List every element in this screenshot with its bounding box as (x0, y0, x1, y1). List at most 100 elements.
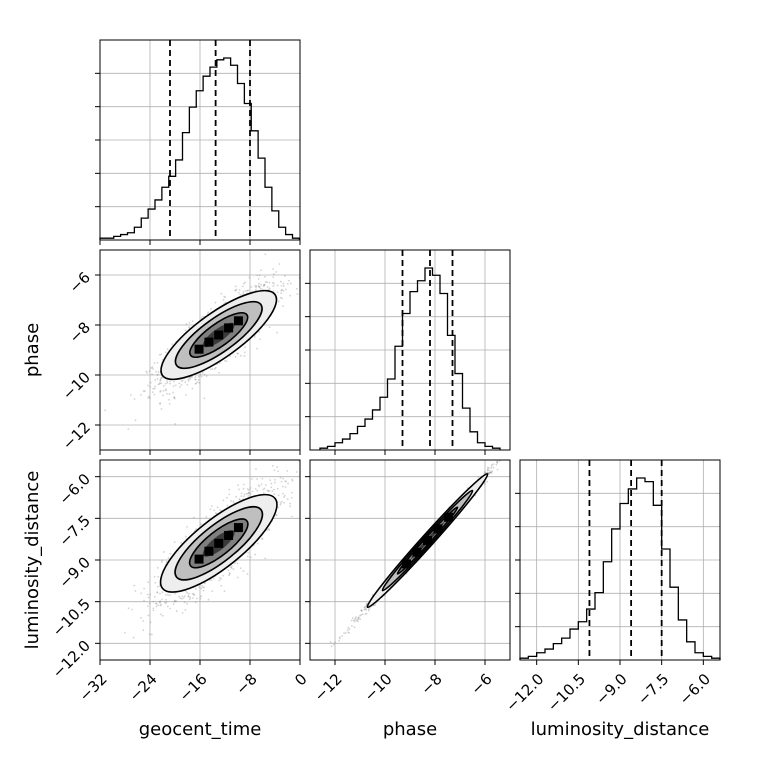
density-core-cell (204, 337, 214, 347)
sample-point (242, 293, 244, 295)
sample-point (165, 593, 167, 596)
sample-point (161, 559, 163, 562)
sample-point (264, 253, 267, 256)
sample-point (195, 597, 198, 600)
sample-point (191, 376, 193, 378)
sample-point (279, 296, 282, 299)
sample-point (240, 492, 243, 495)
sample-point (244, 289, 247, 292)
sample-point (271, 490, 274, 493)
sample-point (229, 573, 231, 575)
sample-point (159, 402, 161, 405)
sample-point (218, 371, 220, 374)
sample-point (160, 376, 163, 379)
sample-point (280, 285, 283, 287)
sample-point (367, 609, 370, 612)
sample-point (243, 495, 245, 498)
sample-point (289, 502, 291, 505)
sample-point (246, 289, 249, 292)
sample-point (166, 381, 169, 384)
density-core-cell (233, 523, 243, 533)
sample-point (203, 582, 206, 585)
sample-point (159, 379, 162, 382)
sample-point (203, 397, 206, 400)
sample-point (235, 288, 238, 291)
sample-point (276, 487, 279, 490)
sample-point (165, 598, 167, 601)
sample-point (224, 296, 227, 299)
sample-point (199, 597, 202, 600)
sample-point (338, 636, 341, 639)
sample-point (262, 285, 265, 288)
sample-point (151, 373, 154, 376)
sample-point (262, 488, 265, 491)
sample-point (198, 586, 200, 589)
sample-point (281, 297, 283, 300)
sample-point (238, 498, 241, 501)
sample-point (151, 366, 154, 369)
sample-point (197, 379, 200, 381)
sample-point (194, 378, 196, 381)
sample-point (289, 282, 292, 285)
sample-point (161, 591, 164, 594)
sample-point (223, 295, 226, 298)
sample-point (258, 338, 261, 341)
sample-point (154, 387, 156, 390)
sample-point (273, 273, 275, 275)
sample-point (244, 281, 246, 284)
sample-point (160, 613, 162, 616)
panel-2d-phase-luminosity-distance (329, 460, 501, 648)
sample-point (127, 428, 130, 430)
panel-2d-geocent-time-phase (104, 253, 300, 430)
sample-point (283, 496, 285, 498)
sample-point (235, 495, 237, 498)
sample-point (270, 482, 273, 485)
sample-point (214, 367, 216, 370)
sample-point (165, 388, 167, 391)
sample-point (276, 291, 279, 294)
sample-point (257, 278, 260, 280)
sample-point (261, 538, 264, 540)
sample-point (283, 501, 285, 504)
sample-point (210, 368, 212, 370)
sample-point (191, 592, 194, 595)
sample-point (243, 493, 246, 496)
sample-point (296, 293, 299, 295)
sample-point (180, 384, 183, 386)
sample-point (274, 478, 277, 481)
sample-point (173, 600, 176, 603)
sample-point (159, 592, 161, 595)
sample-point (201, 316, 204, 318)
sample-point (219, 509, 222, 512)
sample-point (267, 528, 270, 530)
sample-point (250, 285, 253, 288)
sample-point (200, 375, 203, 378)
sample-point (291, 515, 293, 518)
sample-point (140, 592, 143, 595)
sample-point (140, 616, 142, 619)
sample-point (181, 611, 184, 614)
sample-point (258, 282, 260, 285)
sample-point (155, 602, 158, 605)
density-core-cell (214, 538, 224, 548)
sample-point (181, 595, 184, 598)
sample-point (222, 574, 224, 577)
sample-point (268, 528, 271, 531)
sample-point (147, 384, 149, 387)
sample-point (202, 371, 204, 374)
sample-point (269, 479, 272, 482)
sample-point (483, 483, 486, 486)
sample-point (140, 394, 142, 396)
sample-point (262, 492, 265, 495)
sample-point (148, 395, 150, 398)
sample-point (162, 551, 165, 553)
sample-point (150, 633, 153, 636)
sample-point (350, 619, 353, 622)
sample-point (220, 577, 222, 580)
sample-point (288, 279, 290, 282)
sample-point (234, 285, 237, 288)
sample-point (286, 283, 289, 285)
sample-point (134, 419, 137, 422)
sample-point (134, 590, 137, 592)
sample-point (339, 637, 341, 640)
